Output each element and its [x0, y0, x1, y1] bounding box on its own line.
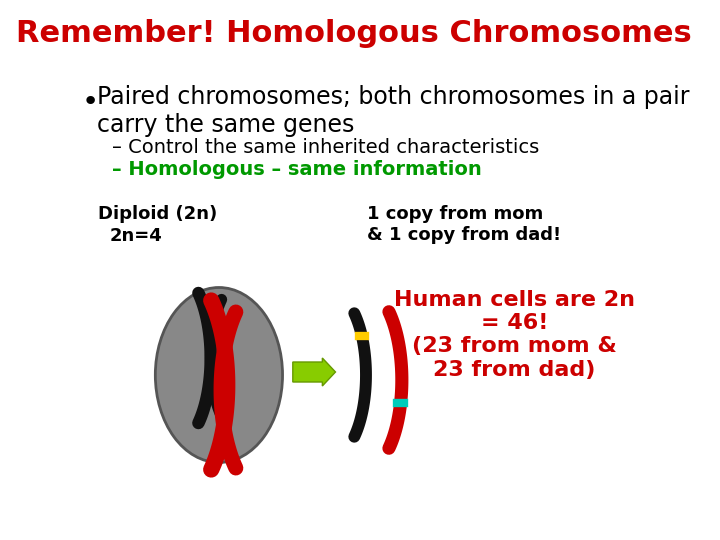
FancyArrow shape [293, 358, 336, 386]
Text: – Homologous – same information: – Homologous – same information [112, 160, 482, 179]
Ellipse shape [156, 287, 282, 462]
Text: Remember! Homologous Chromosomes: Remember! Homologous Chromosomes [17, 18, 692, 48]
Text: 2n=4: 2n=4 [109, 227, 163, 245]
Text: – Control the same inherited characteristics: – Control the same inherited characteris… [112, 138, 539, 157]
Text: •: • [82, 88, 99, 116]
Text: Human cells are 2n
= 46!
(23 from mom &
23 from dad): Human cells are 2n = 46! (23 from mom & … [394, 290, 635, 380]
Text: Paired chromosomes; both chromosomes in a pair
carry the same genes: Paired chromosomes; both chromosomes in … [96, 85, 689, 137]
Text: 1 copy from mom
& 1 copy from dad!: 1 copy from mom & 1 copy from dad! [366, 205, 561, 244]
Text: Diploid (2n): Diploid (2n) [98, 205, 217, 223]
